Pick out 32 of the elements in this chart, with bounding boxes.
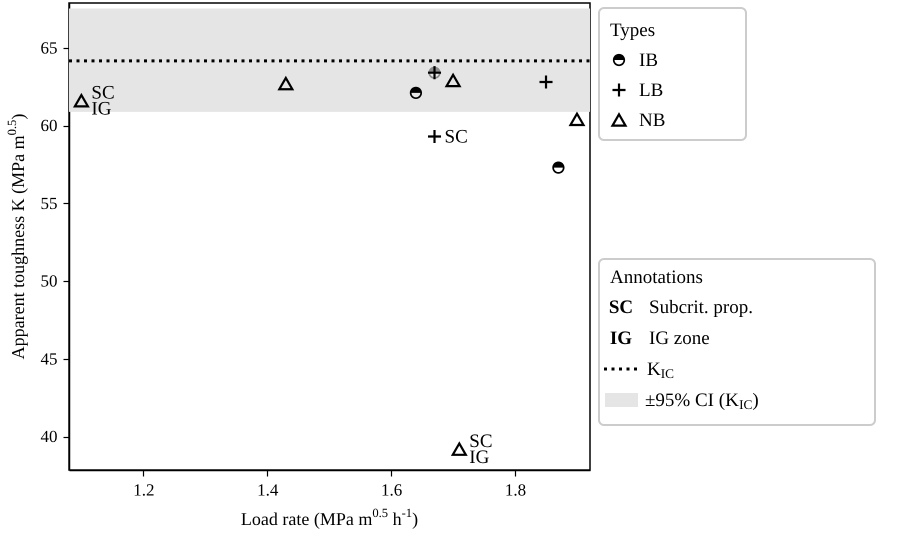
point <box>426 128 442 144</box>
y-tick-label: 65 <box>40 38 58 58</box>
legend-label: NB <box>639 110 666 131</box>
x-tick-label: 1.2 <box>133 480 154 500</box>
text: SC <box>608 297 634 318</box>
point <box>552 161 565 174</box>
y-axis-title: Apparent toughness K (MPa m0.5) <box>4 114 28 360</box>
legend-title: Types <box>610 20 656 41</box>
annotation: IG <box>469 447 490 468</box>
y-tick-label: 50 <box>40 272 58 291</box>
legend-label: LB <box>639 80 664 101</box>
point <box>452 442 467 456</box>
x-tick-label: 1.6 <box>381 480 402 500</box>
y-tick-label: 45 <box>40 349 58 368</box>
annotation: SC <box>444 126 468 148</box>
x-tick-label: 1.4 <box>257 480 279 500</box>
point <box>278 76 294 90</box>
point <box>410 86 422 100</box>
y-tick-label: 55 <box>40 194 58 213</box>
text: IG <box>610 328 632 349</box>
point <box>74 94 90 108</box>
annotation: IG <box>91 98 112 120</box>
text: Subcrit. prop. <box>649 297 753 318</box>
text: Annotations <box>610 267 703 288</box>
y-tick-label: 60 <box>40 116 58 136</box>
text: IG zone <box>649 328 710 349</box>
point <box>569 112 585 126</box>
point <box>445 74 461 88</box>
point <box>538 74 554 90</box>
x-tick-label: 1.8 <box>504 480 526 500</box>
legend-label: IB <box>639 50 658 71</box>
y-tick-label: 40 <box>40 427 58 446</box>
